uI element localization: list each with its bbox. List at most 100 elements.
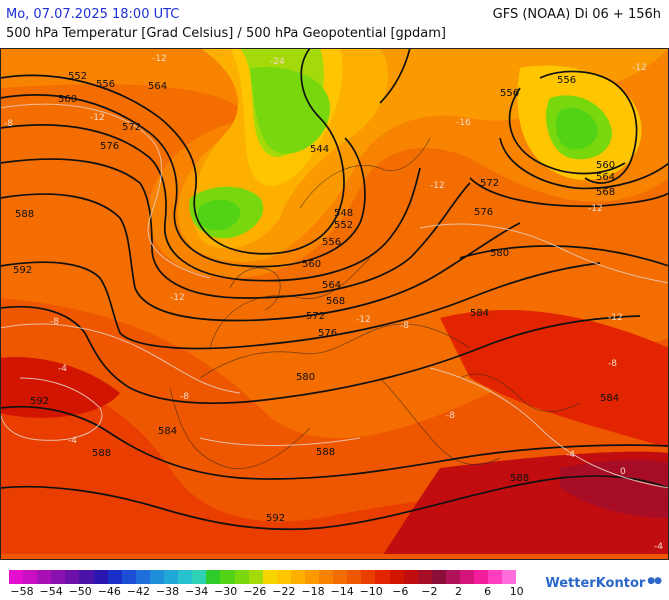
brand-name: WetterKontor <box>545 576 646 591</box>
temp-label: -4 <box>68 436 77 446</box>
geo-label: 588 <box>510 473 529 484</box>
geo-label: 576 <box>474 207 493 218</box>
legend-swatch <box>474 570 489 584</box>
temp-label: -16 <box>456 118 471 128</box>
geo-label: 552 <box>334 220 353 231</box>
legend-swatch <box>135 570 150 584</box>
geo-label: 592 <box>30 396 49 407</box>
temp-label: -12 <box>588 204 603 214</box>
temp-label: -8 <box>446 411 455 421</box>
legend-swatch <box>488 570 503 584</box>
legend-swatch <box>23 570 38 584</box>
geo-label: 584 <box>600 393 619 404</box>
legend-swatch <box>220 570 235 584</box>
temperature-labels: -12 -12 -24 -12 -16 -12 -8 -4 -4 -8 -12 … <box>4 54 663 552</box>
legend-swatch <box>290 570 305 584</box>
temp-label: -8 <box>608 359 617 369</box>
brand-dots-icon: ●● <box>647 576 662 586</box>
geo-label: 564 <box>596 172 615 183</box>
temp-label: -8 <box>50 317 59 327</box>
legend-swatch <box>65 570 80 584</box>
geo-label: 584 <box>158 426 177 437</box>
temp-label: -4 <box>566 450 575 460</box>
geopotential-isolines <box>0 48 669 531</box>
legend-tick-label: −10 <box>359 585 383 598</box>
geo-label: 556 <box>322 237 341 248</box>
legend-tick-label: −30 <box>214 585 238 598</box>
legend-swatch <box>37 570 52 584</box>
geo-label: 588 <box>92 448 111 459</box>
legend-swatch <box>276 570 291 584</box>
legend-swatch <box>304 570 320 584</box>
color-legend: −58 −54 −50 −46 −42 −38 −34 −30 −26 −22 −18 −14 −10−… <box>0 568 669 600</box>
legend-tick-label: −38 <box>155 585 180 598</box>
geo-label: 560 <box>302 259 321 270</box>
legend-swatch <box>178 570 193 584</box>
color-scale <box>9 570 517 584</box>
geo-label: 576 <box>100 141 119 152</box>
scale-labels: −58 −54 −50 −46 −42 −38 −34 −30 −26 −22 −18 −14 −10−… <box>0 585 560 599</box>
geo-label: 552 <box>68 71 87 82</box>
legend-tick-label: 10 <box>509 585 524 598</box>
legend-swatch <box>375 570 390 584</box>
geo-label: 556 <box>557 75 576 86</box>
temp-label: -12 <box>608 313 623 323</box>
geo-label: 564 <box>322 280 341 291</box>
geo-label: 588 <box>316 447 335 458</box>
legend-swatch <box>333 570 348 584</box>
legend-tick-label: 2 <box>455 585 462 598</box>
legend-swatch <box>319 570 334 584</box>
legend-swatch <box>431 570 446 584</box>
geo-label: 564 <box>148 81 167 92</box>
legend-tick-label: −34 <box>184 585 209 598</box>
geo-label: 580 <box>296 372 315 383</box>
legend-swatch <box>234 570 249 584</box>
legend-tick-label: −2 <box>421 585 438 598</box>
temp-label: -12 <box>152 54 167 64</box>
temp-label: -8 <box>4 119 13 129</box>
geo-label: 556 <box>96 79 115 90</box>
legend-swatch <box>403 570 418 584</box>
temp-label: -4 <box>654 542 663 552</box>
geo-label: 592 <box>266 513 285 524</box>
geo-label: 592 <box>13 265 32 276</box>
geo-label: 576 <box>318 328 337 339</box>
forecast-datetime: Mo, 07.07.2025 18:00 UTC <box>6 7 180 22</box>
temp-label: -12 <box>632 63 647 73</box>
legend-swatch <box>417 570 432 584</box>
geopotential-labels: 552 556 560 564 572 576 588 592 544 548 … <box>13 71 619 524</box>
legend-tick-label: −26 <box>243 585 267 598</box>
legend-tick-label: −22 <box>272 585 296 598</box>
legend-swatch <box>361 570 376 584</box>
brand-logo: WetterKontor ●● <box>545 576 662 591</box>
map-title: 500 hPa Temperatur [Grad Celsius] / 500 … <box>6 26 447 41</box>
legend-tick-label: −50 <box>68 585 92 598</box>
legend-swatch <box>502 570 517 584</box>
legend-swatch <box>460 570 475 584</box>
legend-swatch <box>262 570 277 584</box>
temp-label: -8 <box>180 392 189 402</box>
temp-label: -12 <box>356 315 371 325</box>
legend-tick-label: −54 <box>39 585 63 598</box>
temp-label: -4 <box>58 364 67 374</box>
temp-label: -12 <box>430 181 445 191</box>
legend-swatch <box>121 570 136 584</box>
header: Mo, 07.07.2025 18:00 UTC GFS (NOAA) Di 0… <box>0 0 669 46</box>
legend-swatch <box>149 570 165 584</box>
legend-swatch <box>51 570 66 584</box>
geo-label: 568 <box>596 187 615 198</box>
legend-tick-label: −46 <box>97 585 121 598</box>
geo-label: 556 <box>500 88 519 99</box>
geo-label: 544 <box>310 144 329 155</box>
legend-swatch <box>192 570 207 584</box>
temp-label: -8 <box>400 321 409 331</box>
legend-swatch <box>347 570 362 584</box>
legend-swatch <box>107 570 122 584</box>
legend-swatch <box>9 570 24 584</box>
geo-label: 580 <box>490 248 509 259</box>
geo-label: 572 <box>480 178 499 189</box>
temp-label: 0 <box>620 467 626 477</box>
geo-label: 572 <box>306 311 325 322</box>
geo-label: 568 <box>326 296 345 307</box>
legend-tick-label: −18 <box>301 585 325 598</box>
